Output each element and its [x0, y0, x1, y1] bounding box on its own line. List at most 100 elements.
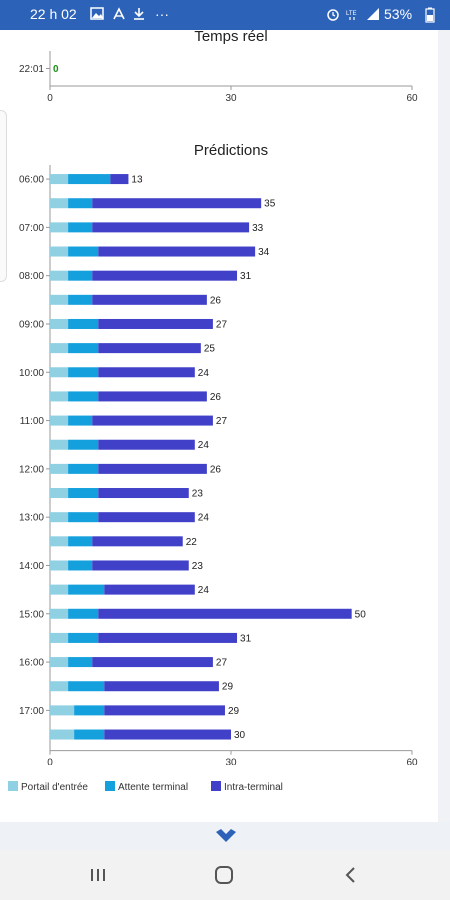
bar-segment: [68, 463, 99, 474]
bar-value-label: 30: [234, 730, 246, 741]
bar-segment: [110, 174, 129, 185]
chevron-down-icon[interactable]: [215, 828, 237, 849]
bar-segment: [92, 560, 189, 571]
bar-segment: [98, 391, 207, 402]
status-time: 22 h 02: [30, 6, 77, 22]
x-tick-label: 0: [47, 758, 53, 765]
bar-segment: [68, 536, 93, 547]
bar-segment: [92, 198, 262, 209]
bar-segment: [50, 367, 69, 378]
bar-segment: [50, 632, 69, 643]
x-tick-label: 30: [225, 93, 237, 104]
bar-segment: [50, 439, 69, 450]
bar-segment: [50, 391, 69, 402]
home-icon[interactable]: [204, 860, 244, 890]
legend-item-attente[interactable]: Attente terminal: [105, 781, 188, 793]
bar-segment: [104, 729, 231, 740]
bar-segment: [50, 318, 69, 329]
predictions-chart: 0 30 60 06:00 13 35 07:00 33 34 08:00 31 26 09:00 27 2…: [19, 165, 418, 765]
realtime-chart-title: Temps réel: [194, 28, 268, 45]
y-tick-label: 16:00: [19, 658, 44, 669]
recent-apps-icon[interactable]: [78, 860, 118, 890]
realtime-chart: 0 30 60 22:01 0: [19, 51, 418, 104]
alarm-icon: [326, 7, 340, 24]
bar-segment: [68, 174, 111, 185]
y-tick-label: 15:00: [19, 609, 44, 620]
bar-segment: [92, 294, 207, 305]
y-tick-label: 09:00: [19, 319, 44, 330]
bar-value-label: 24: [198, 513, 210, 524]
bar-segment: [68, 439, 99, 450]
bar-segment: [98, 343, 201, 354]
legend-label-attente: Attente terminal: [118, 782, 189, 793]
bar-segment: [92, 536, 183, 547]
bar-segment: [98, 439, 195, 450]
bar-segment: [92, 270, 238, 281]
bar-segment: [50, 488, 69, 499]
bar-value-label: 23: [192, 489, 204, 500]
bar-segment: [68, 657, 93, 668]
bar-segment: [104, 681, 219, 692]
download-icon: [132, 7, 146, 24]
bar-value-label: 24: [198, 368, 210, 379]
y-tick-label: 10:00: [19, 368, 44, 379]
bar-value-label: 29: [222, 682, 234, 693]
bar-segment: [98, 463, 207, 474]
lte-icon: LTE: [346, 8, 362, 24]
bar-segment: [68, 584, 105, 595]
vpn-icon: [112, 7, 126, 24]
bar-segment: [50, 681, 69, 692]
legend-label-intra: Intra-terminal: [224, 782, 283, 793]
battery-text: 53%: [384, 6, 413, 22]
bar-segment: [92, 657, 213, 668]
bar-segment: [50, 198, 69, 209]
bar-value-label: 27: [216, 319, 228, 330]
bar-value-label: 33: [252, 223, 264, 234]
bar-segment: [74, 705, 105, 716]
bar-value-label: 35: [264, 199, 276, 210]
bar-segment: [98, 632, 238, 643]
bar-segment: [50, 463, 69, 474]
bar-segment: [68, 391, 99, 402]
bar-segment: [98, 488, 189, 499]
legend-swatch-portail: [8, 781, 18, 791]
bar-segment: [68, 512, 99, 523]
bar-value-label: 22: [186, 537, 198, 548]
predictions-chart-title: Prédictions: [193, 142, 269, 159]
system-nav-bar: [0, 850, 450, 900]
bar-segment: [50, 415, 69, 426]
bar-segment: [68, 488, 99, 499]
gallery-icon: [90, 7, 104, 23]
x-tick-label: 60: [406, 93, 418, 104]
bar-value-label: 24: [198, 440, 210, 451]
bar-value-label: 26: [210, 464, 222, 475]
bar-segment: [68, 415, 93, 426]
more-notifications: ···: [155, 6, 169, 22]
bar-segment: [50, 536, 69, 547]
y-tick-label: 06:00: [19, 175, 44, 186]
bar-segment: [50, 270, 69, 281]
bar-value-label: 0: [53, 64, 59, 75]
bar-segment: [50, 512, 69, 523]
bar-value-label: 25: [204, 344, 216, 355]
x-tick-label: 60: [406, 758, 418, 765]
svg-text:LTE: LTE: [346, 11, 357, 17]
bar-value-label: 50: [355, 609, 367, 620]
legend-label-portail: Portail d'entrée: [21, 782, 88, 793]
bar-value-label: 26: [210, 392, 222, 403]
bar-segment: [50, 584, 69, 595]
bar-value-label: 23: [192, 561, 204, 572]
bar-segment: [68, 222, 93, 233]
bar-segment: [68, 198, 93, 209]
bar-segment: [68, 632, 99, 643]
bar-segment: [98, 246, 256, 257]
legend-item-intra[interactable]: Intra-terminal: [211, 781, 283, 793]
bar-value-label: 31: [240, 271, 252, 282]
back-icon[interactable]: [330, 860, 370, 890]
y-tick-label: 07:00: [19, 223, 44, 234]
bar-segment: [68, 560, 93, 571]
y-tick-label: 14:00: [19, 561, 44, 572]
bar-segment: [92, 415, 213, 426]
legend-item-portail[interactable]: Portail d'entrée: [8, 781, 88, 793]
bar-segment: [98, 367, 195, 378]
